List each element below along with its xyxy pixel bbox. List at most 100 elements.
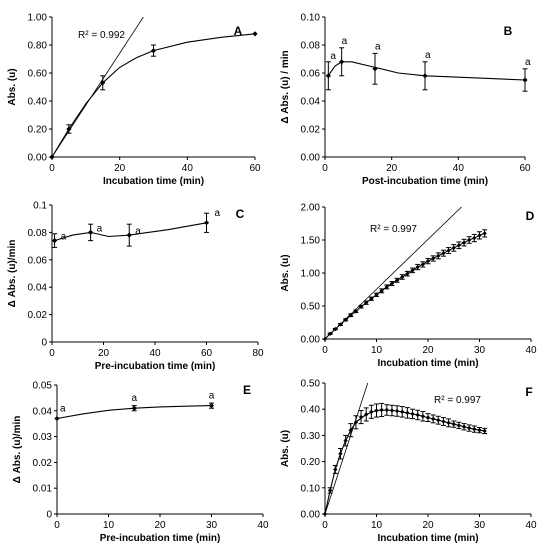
data-point xyxy=(369,296,374,301)
data-point xyxy=(203,220,210,226)
data-point xyxy=(436,418,441,423)
y-axis-label: Δ Abs. (u)/min xyxy=(12,416,23,484)
data-point xyxy=(430,416,436,422)
data-point xyxy=(472,426,477,432)
data-point xyxy=(451,245,456,251)
y-tick-label: 0.00 xyxy=(301,153,321,164)
data-point xyxy=(394,278,400,283)
x-tick-label: 60 xyxy=(249,163,261,174)
panel-c: 0 0.02 0.04 0.06 0.08 0.1 0 20 40 60 80 Pre-incubat… xyxy=(7,201,264,373)
data-point xyxy=(441,251,446,256)
data-point xyxy=(405,271,410,276)
data-point xyxy=(456,243,462,248)
fitted-curve xyxy=(327,61,526,81)
x-tick-label: 20 xyxy=(422,520,434,531)
data-point xyxy=(400,409,405,415)
data-point xyxy=(322,511,328,517)
data-point xyxy=(369,409,374,415)
y-tick-label: 0.20 xyxy=(28,125,48,136)
data-point xyxy=(461,424,467,429)
data-point xyxy=(88,229,94,235)
y-tick-label: 0.04 xyxy=(301,97,321,108)
data-point xyxy=(338,451,343,456)
r-squared-annotation: R² = 0.997 xyxy=(370,224,417,235)
x-tick-label: 40 xyxy=(149,348,161,359)
x-tick-label: 10 xyxy=(371,345,383,356)
y-tick-label: 2.00 xyxy=(301,203,321,214)
data-point xyxy=(441,419,446,424)
x-tick-label: 0 xyxy=(322,520,328,531)
y-tick-label: 0.10 xyxy=(301,13,321,24)
data-point xyxy=(49,154,55,160)
y-tick-label: 0.50 xyxy=(301,302,321,313)
data-point xyxy=(467,425,472,431)
y-tick-label: 0.04 xyxy=(28,283,48,294)
x-tick-label: 20 xyxy=(98,348,110,359)
data-point xyxy=(353,309,359,314)
data-point xyxy=(379,288,384,294)
x-axis-label: Incubation time (min) xyxy=(377,533,478,544)
data-point xyxy=(430,256,436,261)
x-tick-label: 0 xyxy=(322,345,328,356)
data-point xyxy=(358,304,364,309)
x-tick-label: 40 xyxy=(182,163,194,174)
y-tick-label: 0 xyxy=(41,338,47,349)
significance-label: a xyxy=(425,50,431,61)
y-tick-label: 0.40 xyxy=(28,97,48,108)
panel-e: 0 0.01 0.02 0.03 0.04 0.05 0 10 20 30 40 Pre-incuba… xyxy=(12,381,269,545)
fitted-curve xyxy=(54,222,207,242)
data-point xyxy=(472,235,477,241)
panel-a: 0.00 0.20 0.40 0.60 0.80 1.00 0 20 40 60 Incubatio… xyxy=(7,13,261,188)
y-tick-label: 0.20 xyxy=(301,457,321,468)
x-axis-label: Post-incubation time (min) xyxy=(362,176,488,187)
y-tick-label: 0.08 xyxy=(28,228,48,239)
data-point xyxy=(54,415,60,422)
data-point xyxy=(322,336,328,342)
data-point xyxy=(372,66,378,72)
y-axis-label: Abs. (u) xyxy=(7,68,18,105)
data-point xyxy=(327,331,333,336)
x-tick-label: 20 xyxy=(422,345,434,356)
data-point xyxy=(410,411,415,417)
y-tick-label: 0.00 xyxy=(301,335,321,346)
y-tick-label: 0.40 xyxy=(301,405,321,416)
data-point xyxy=(364,300,369,305)
r-squared-annotation: R² = 0.997 xyxy=(434,395,481,406)
x-tick-label: 0 xyxy=(49,163,55,174)
data-point xyxy=(348,427,353,433)
y-tick-label: 1.00 xyxy=(301,269,321,280)
data-point xyxy=(66,126,72,132)
y-tick-label: 0.02 xyxy=(301,125,321,136)
data-point xyxy=(343,317,348,323)
data-point xyxy=(333,326,338,332)
y-tick-label: 0.05 xyxy=(33,381,53,392)
data-point xyxy=(379,407,384,413)
panel-f: 0.00 0.10 0.20 0.30 0.40 0.50 0 10 20 30 40 Incubat… xyxy=(280,379,537,545)
data-point xyxy=(446,248,451,253)
panel-label: A xyxy=(234,24,243,38)
data-point xyxy=(374,292,379,297)
data-point xyxy=(410,268,415,273)
data-point xyxy=(425,415,431,420)
panel-b: 0.00 0.02 0.04 0.06 0.08 0.10 0 20 40 60 Post-incu… xyxy=(280,13,531,188)
y-tick-label: 0.02 xyxy=(33,458,53,469)
significance-label: a xyxy=(135,226,141,237)
data-point xyxy=(100,80,106,86)
data-point xyxy=(353,420,359,425)
x-tick-label: 20 xyxy=(386,163,398,174)
panel-label: F xyxy=(525,385,532,399)
significance-label: a xyxy=(97,223,103,234)
panel-label: D xyxy=(526,209,535,223)
data-point xyxy=(420,262,426,267)
x-tick-label: 40 xyxy=(453,163,465,174)
data-point xyxy=(51,238,58,244)
significance-label: a xyxy=(375,41,381,52)
data-point xyxy=(150,48,157,54)
y-axis-label: Δ Abs. (u) / min xyxy=(280,50,291,123)
panel-label: C xyxy=(236,207,245,221)
data-point xyxy=(522,77,528,83)
data-point xyxy=(389,408,395,413)
data-point xyxy=(364,412,369,417)
y-tick-label: 1.50 xyxy=(301,236,321,247)
x-tick-label: 0 xyxy=(49,348,55,359)
